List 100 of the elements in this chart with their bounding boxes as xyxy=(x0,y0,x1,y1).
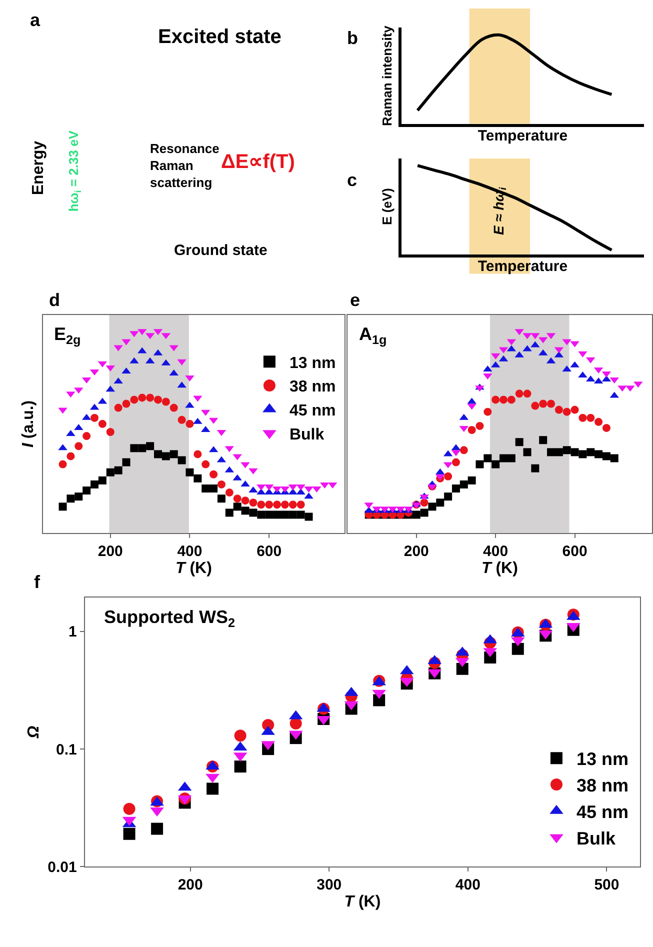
point xyxy=(249,498,258,507)
point xyxy=(130,444,138,452)
y-axis-title: E (eV) xyxy=(380,188,395,225)
legend-label: 38 nm xyxy=(289,378,336,396)
point xyxy=(492,460,500,468)
text: Resonance Raman scattering xyxy=(150,141,220,190)
text: Energy xyxy=(30,140,47,196)
chart-title: d xyxy=(49,290,60,310)
point xyxy=(594,450,603,458)
point xyxy=(146,442,154,450)
point xyxy=(412,510,420,519)
legend-label: 38 nm xyxy=(576,776,628,796)
point xyxy=(138,394,146,402)
point xyxy=(484,454,492,462)
point xyxy=(460,446,468,454)
point xyxy=(210,470,218,478)
point xyxy=(428,502,436,511)
point xyxy=(123,828,136,840)
point xyxy=(273,510,282,519)
text: a xyxy=(30,10,41,30)
point xyxy=(233,502,242,511)
point xyxy=(138,444,146,452)
point xyxy=(523,448,532,456)
point xyxy=(74,492,83,501)
point xyxy=(562,408,571,416)
point xyxy=(280,500,289,509)
point xyxy=(58,502,67,511)
point xyxy=(280,510,289,519)
point xyxy=(507,454,516,462)
point xyxy=(273,500,282,509)
point xyxy=(554,448,563,456)
point xyxy=(206,782,219,795)
point xyxy=(468,426,476,434)
point xyxy=(444,492,452,501)
x-tick-label: 200 xyxy=(98,542,123,560)
point xyxy=(58,460,67,468)
point xyxy=(265,510,274,519)
point xyxy=(98,420,106,428)
point xyxy=(114,404,122,412)
point xyxy=(296,510,305,519)
x-tick-label: 400 xyxy=(483,542,508,560)
x-tick-label: 300 xyxy=(316,876,342,894)
point xyxy=(578,414,587,422)
point xyxy=(602,424,610,432)
x-axis-title: T (K) xyxy=(344,893,381,910)
point xyxy=(106,468,114,476)
chart-title: f xyxy=(34,572,41,592)
x-tick-label: 200 xyxy=(178,876,203,894)
point xyxy=(554,406,563,414)
point xyxy=(122,400,130,408)
x-tick-label: 400 xyxy=(455,876,480,894)
point xyxy=(484,408,492,416)
point xyxy=(452,458,460,466)
point xyxy=(296,500,305,509)
point xyxy=(225,488,234,497)
point xyxy=(539,436,548,444)
y-tick-label: 1 xyxy=(68,624,77,641)
point xyxy=(151,822,164,835)
x-axis-title: T (K) xyxy=(175,560,212,577)
point xyxy=(162,398,170,406)
point xyxy=(162,452,170,460)
point xyxy=(123,802,136,815)
point xyxy=(444,472,452,480)
point xyxy=(265,500,274,509)
point xyxy=(460,480,468,488)
point xyxy=(233,494,242,503)
legend-label: Bulk xyxy=(289,426,324,444)
y-axis-title: Raman intensity xyxy=(380,24,395,126)
x-tick-label: 200 xyxy=(404,542,429,560)
point xyxy=(170,404,178,412)
legend-label: 45 nm xyxy=(289,402,336,420)
point xyxy=(170,450,178,458)
point xyxy=(234,760,246,773)
x-axis-title: T (K) xyxy=(482,560,518,577)
point xyxy=(512,642,524,655)
point xyxy=(531,402,540,410)
point xyxy=(547,448,556,456)
point xyxy=(154,396,162,404)
annotation: Supported WS$_{2}$ xyxy=(104,607,236,630)
point xyxy=(186,420,194,428)
point xyxy=(66,452,75,460)
point xyxy=(106,428,114,436)
point xyxy=(570,406,579,414)
point xyxy=(74,442,83,450)
point xyxy=(476,460,484,468)
y-axis-title: I (a.u.) xyxy=(20,400,37,448)
chart-title: b xyxy=(347,28,358,48)
point xyxy=(82,486,91,495)
point xyxy=(610,454,618,462)
point xyxy=(98,476,106,484)
point xyxy=(436,498,444,507)
point xyxy=(562,446,571,454)
point xyxy=(304,512,313,521)
x-axis-title: Temperature xyxy=(478,127,568,144)
text: Excited state xyxy=(158,26,282,48)
point xyxy=(210,484,218,492)
point xyxy=(178,416,186,424)
point xyxy=(122,458,130,466)
point xyxy=(241,506,250,515)
point xyxy=(178,456,186,464)
